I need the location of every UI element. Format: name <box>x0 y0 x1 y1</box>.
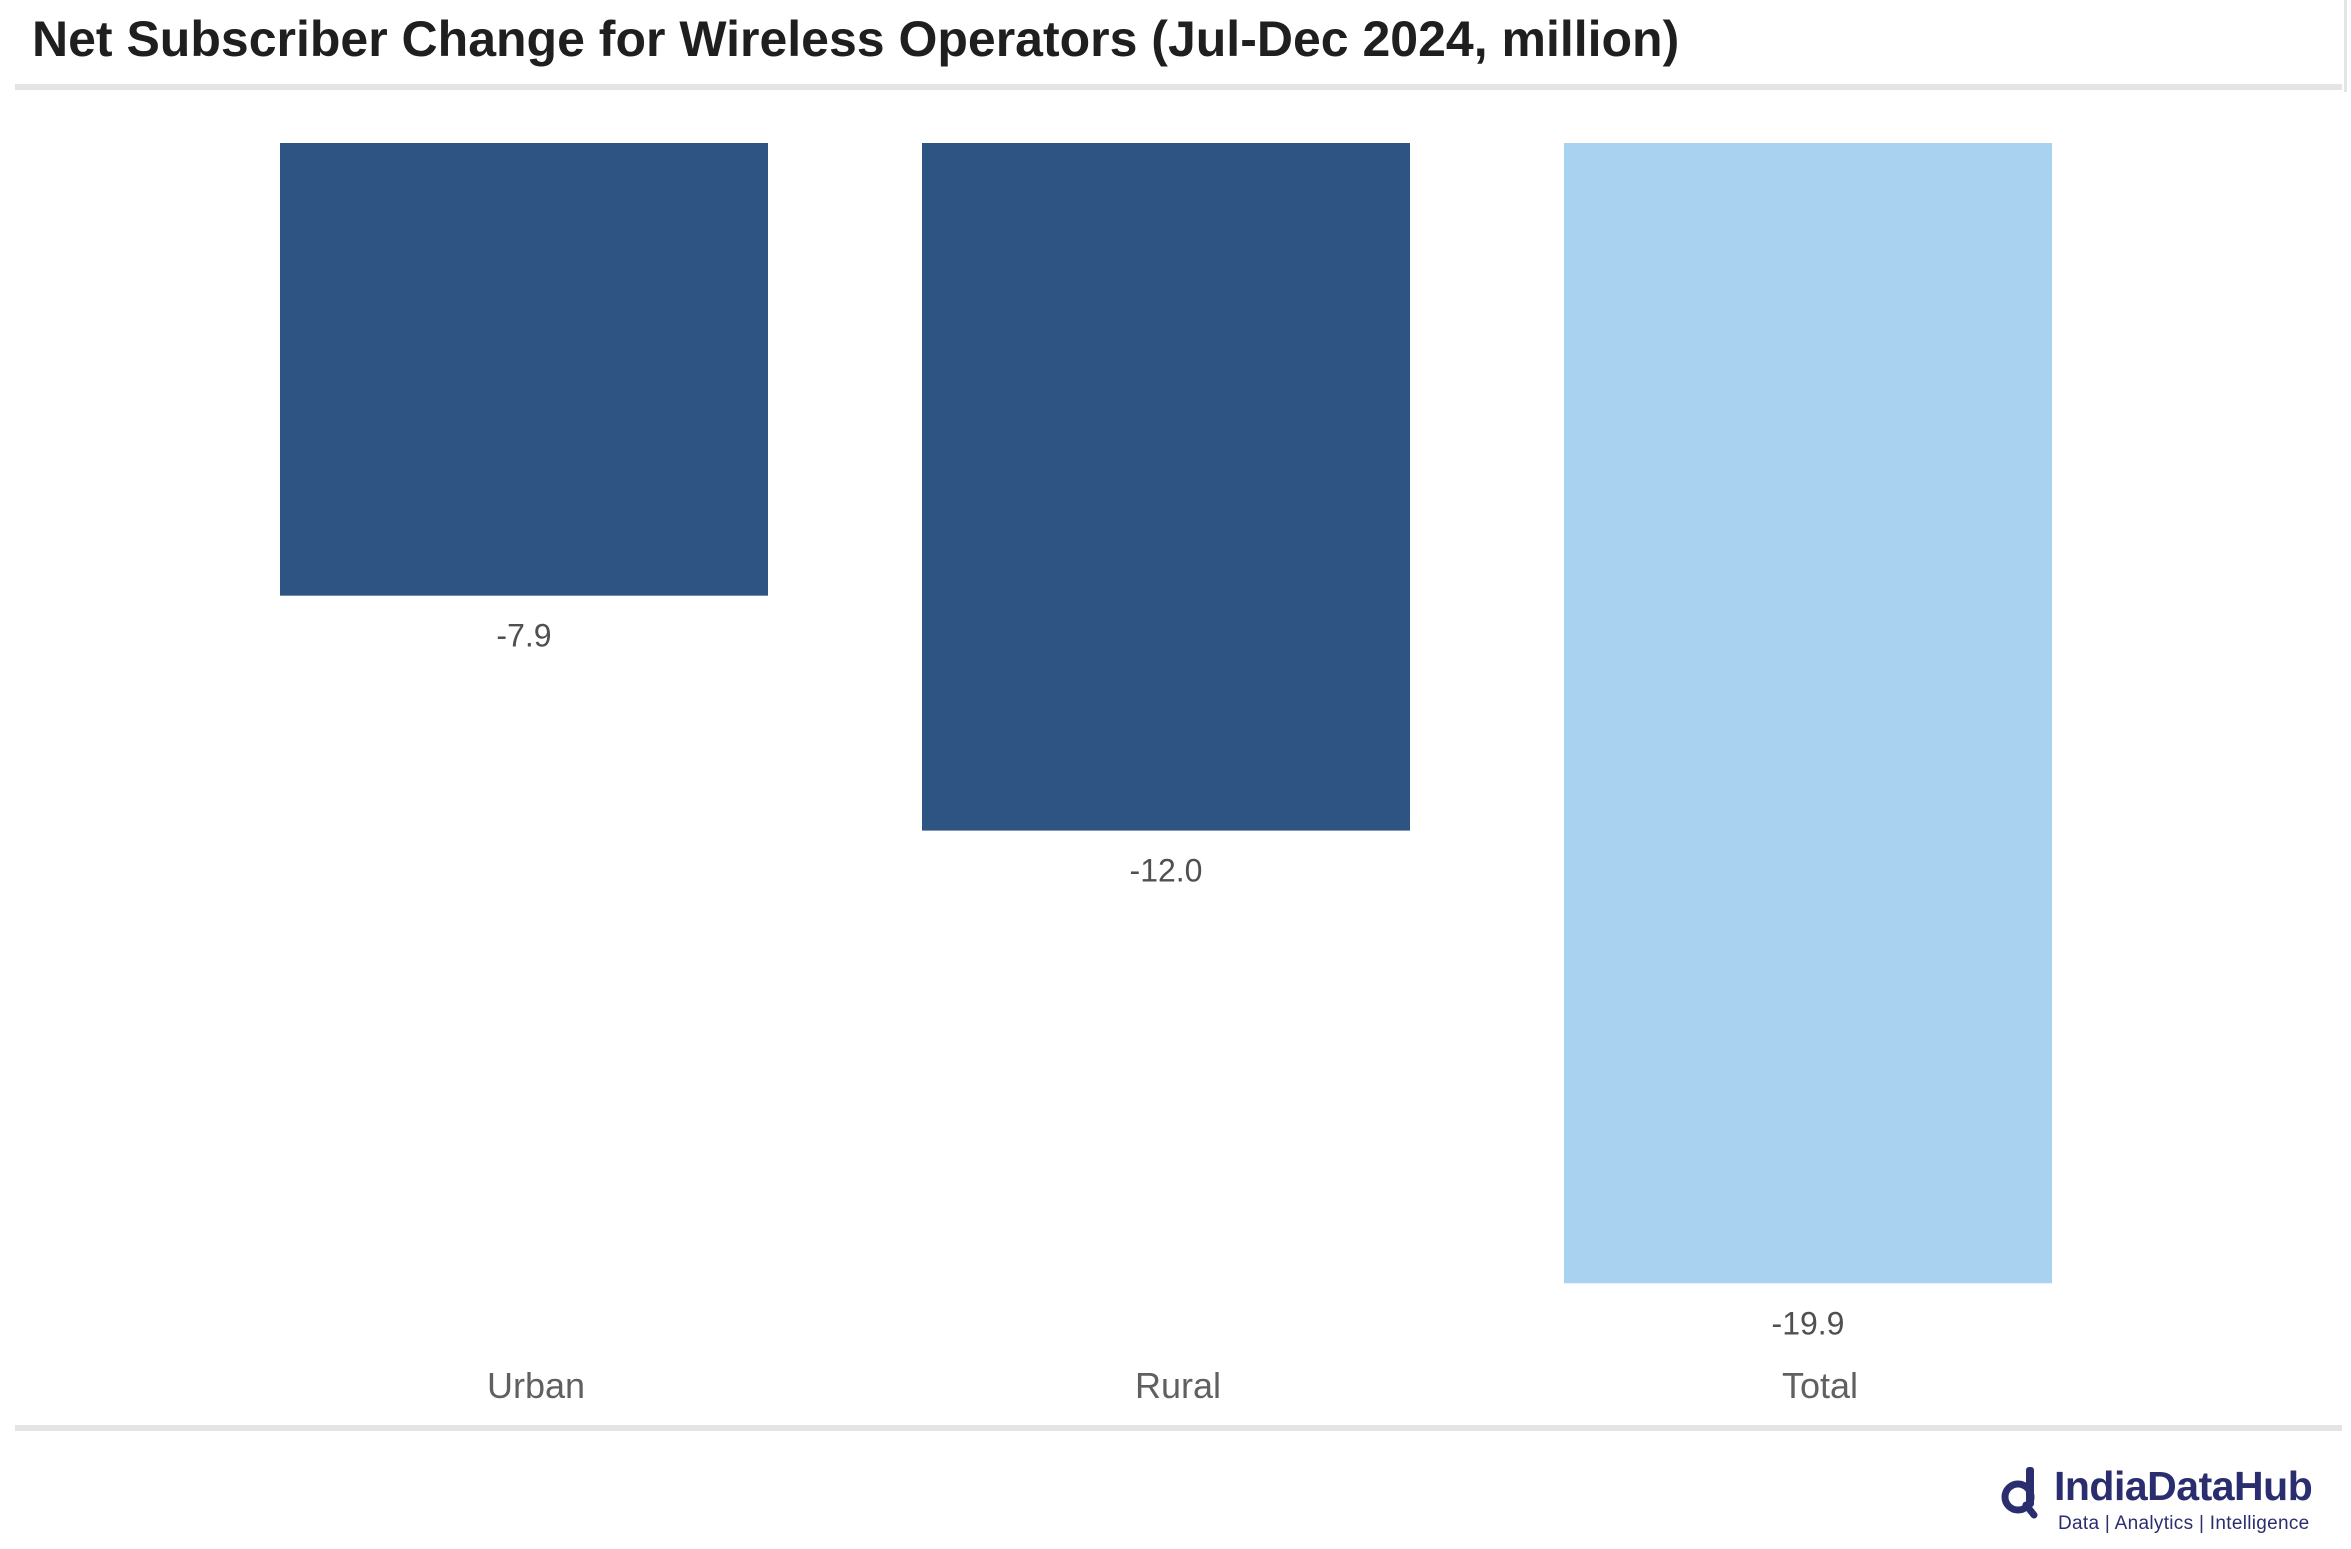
brand-logo: IndiaDataHub Data | Analytics | Intellig… <box>2000 1463 2340 1543</box>
magnifier-d-logo-icon <box>2001 1467 2038 1519</box>
bar-urban <box>280 143 768 596</box>
data-label-urban: -7.9 <box>496 618 551 654</box>
bar-total <box>1564 143 2052 1284</box>
title-divider <box>15 84 2342 90</box>
data-label-total: -19.9 <box>1772 1305 1845 1341</box>
bar-rural <box>922 143 1410 831</box>
category-label-urban: Urban <box>487 1365 585 1406</box>
data-label-rural: -12.0 <box>1130 853 1203 889</box>
header-edge-divider <box>2344 0 2347 92</box>
chart-title: Net Subscriber Change for Wireless Opera… <box>32 11 1680 67</box>
category-label-rural: Rural <box>1135 1365 1221 1406</box>
brand-name: IndiaDataHub <box>2054 1463 2313 1509</box>
footer-divider <box>15 1425 2342 1431</box>
category-label-total: Total <box>1782 1365 1858 1406</box>
brand-tagline: Data | Analytics | Intelligence <box>2058 1513 2310 1534</box>
